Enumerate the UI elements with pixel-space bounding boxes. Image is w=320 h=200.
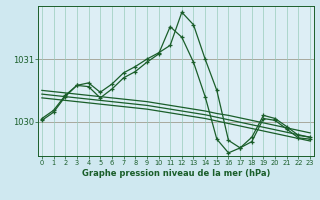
X-axis label: Graphe pression niveau de la mer (hPa): Graphe pression niveau de la mer (hPa) (82, 169, 270, 178)
